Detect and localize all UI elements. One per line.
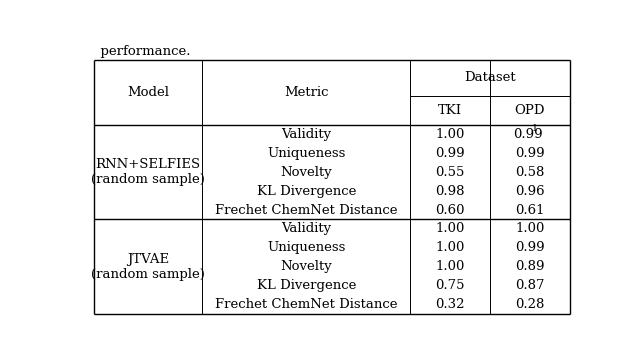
Text: Model: Model xyxy=(127,86,169,99)
Text: 0.55: 0.55 xyxy=(435,166,465,179)
Text: Uniqueness: Uniqueness xyxy=(268,147,346,160)
Text: Dataset: Dataset xyxy=(464,71,516,84)
Text: OPD: OPD xyxy=(515,104,545,117)
Text: 1.00: 1.00 xyxy=(435,241,465,254)
Text: Novelty: Novelty xyxy=(280,166,332,179)
Text: 0.87: 0.87 xyxy=(515,279,545,292)
Text: RNN+SELFIES
(random sample): RNN+SELFIES (random sample) xyxy=(92,158,205,186)
Text: TKI: TKI xyxy=(438,104,462,117)
Text: 0.89: 0.89 xyxy=(515,260,545,273)
Text: 1.00: 1.00 xyxy=(435,260,465,273)
Text: 0.61: 0.61 xyxy=(515,204,545,216)
Text: Uniqueness: Uniqueness xyxy=(268,241,346,254)
Text: performance.: performance. xyxy=(83,45,191,58)
Text: 1.00: 1.00 xyxy=(515,222,545,235)
Text: Metric: Metric xyxy=(284,86,329,99)
Text: 0.99: 0.99 xyxy=(435,147,465,160)
Text: JTVAE
(random sample): JTVAE (random sample) xyxy=(92,253,205,281)
Text: KL Divergence: KL Divergence xyxy=(257,279,356,292)
Text: 0.32: 0.32 xyxy=(435,298,465,311)
Text: 0.96: 0.96 xyxy=(515,185,545,198)
Text: 0.60: 0.60 xyxy=(435,204,465,216)
Text: 0.58: 0.58 xyxy=(515,166,545,179)
Text: 0.98: 0.98 xyxy=(435,185,465,198)
Text: 1.00: 1.00 xyxy=(435,128,465,141)
Text: Frechet ChemNet Distance: Frechet ChemNet Distance xyxy=(215,298,397,311)
Text: 0.75: 0.75 xyxy=(435,279,465,292)
Text: KL Divergence: KL Divergence xyxy=(257,185,356,198)
Text: Novelty: Novelty xyxy=(280,260,332,273)
Text: 1: 1 xyxy=(531,124,538,133)
Text: 1.00: 1.00 xyxy=(435,222,465,235)
Text: 0.28: 0.28 xyxy=(515,298,545,311)
Text: 0.99: 0.99 xyxy=(515,147,545,160)
Text: Validity: Validity xyxy=(282,128,332,141)
Text: Frechet ChemNet Distance: Frechet ChemNet Distance xyxy=(215,204,397,216)
Text: 0.99: 0.99 xyxy=(515,241,545,254)
Text: Validity: Validity xyxy=(282,222,332,235)
Text: 0.99: 0.99 xyxy=(513,128,543,141)
